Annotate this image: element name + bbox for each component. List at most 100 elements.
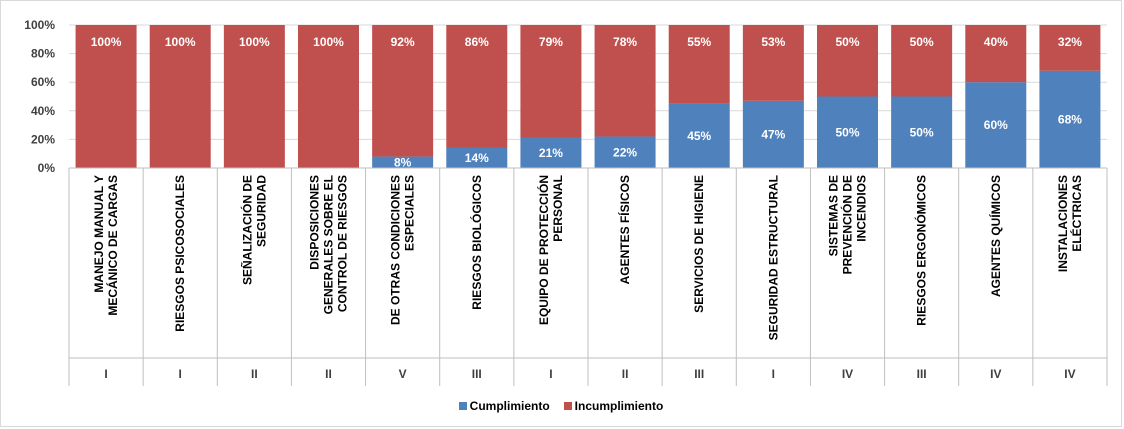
bar-incumplimiento — [594, 25, 656, 137]
bar-incumplimiento — [223, 25, 285, 168]
group-label: IV — [1064, 367, 1075, 381]
category-label-line: MECÁNICO DE CARGAS — [105, 175, 120, 316]
bar-cumplimiento — [965, 82, 1027, 168]
category-label-line: SEÑALIZACIÓN DE — [239, 175, 254, 285]
data-label-cumplimiento: 14% — [465, 151, 489, 165]
category-label-line: SISTEMAS DE — [827, 175, 841, 256]
group-label: IV — [990, 367, 1001, 381]
category-label: DE OTRAS CONDICIONESESPECIALES — [389, 175, 417, 325]
bar-cumplimiento — [372, 156, 434, 168]
legend-label-cumplimiento: Cumplimiento — [469, 399, 550, 413]
category-label-line: PREVENCIÓN DE — [840, 175, 855, 274]
legend-item-incumplimiento: Incumplimiento — [563, 399, 664, 413]
data-label-incumplimiento: 78% — [613, 35, 637, 49]
y-tick-label: 100% — [24, 18, 55, 32]
legend-label-incumplimiento: Incumplimiento — [574, 399, 664, 413]
data-label-cumplimiento: 22% — [613, 145, 637, 159]
data-label-cumplimiento: 45% — [687, 129, 711, 143]
data-label-incumplimiento: 32% — [1058, 35, 1082, 49]
bar-incumplimiento — [668, 25, 730, 104]
bar-cumplimiento — [742, 100, 804, 168]
data-label-cumplimiento: 8% — [394, 155, 412, 169]
category-label-line: INSTALACIONES — [1056, 175, 1070, 272]
data-label-cumplimiento: 47% — [761, 127, 785, 141]
bar-incumplimiento — [446, 25, 508, 148]
bar-incumplimiento — [75, 25, 137, 168]
group-label: III — [472, 367, 482, 381]
data-label-incumplimiento: 86% — [465, 35, 489, 49]
data-label-incumplimiento: 53% — [761, 35, 785, 49]
legend-swatch-cumplimiento — [458, 402, 467, 410]
legend: Cumplimiento Incumplimiento — [0, 399, 1122, 413]
category-label-line: RIESGOS BIOLÓGICOS — [469, 175, 484, 310]
data-label-cumplimiento: 21% — [539, 146, 563, 160]
data-label-cumplimiento: 50% — [910, 125, 934, 139]
category-label-line: MANEJO MANUAL Y — [92, 175, 106, 293]
bar-cumplimiento — [594, 136, 656, 168]
category-label: AGENTES FÍSICOS — [617, 175, 632, 284]
category-label-line: AGENTES QUÍMICOS — [988, 175, 1003, 297]
bar-cumplimiento — [817, 96, 878, 168]
category-label-line: ESPECIALES — [403, 175, 417, 251]
category-label: INSTALACIONESELÉCTRICAS — [1056, 175, 1084, 272]
bar-incumplimiento — [520, 25, 582, 138]
bar-incumplimiento — [372, 25, 434, 157]
category-label-line: ELÉCTRICAS — [1069, 175, 1084, 252]
category-label-line: RIESGOS PSICOSOCIALES — [173, 175, 187, 332]
data-label-incumplimiento: 92% — [391, 35, 415, 49]
category-label-line: PERSONAL — [551, 175, 565, 242]
data-label-cumplimiento: 60% — [984, 118, 1008, 132]
bar-incumplimiento — [1039, 25, 1101, 71]
group-label: II — [622, 367, 629, 381]
group-label: II — [325, 367, 332, 381]
group-label: I — [772, 367, 775, 381]
y-tick-label: 0% — [38, 161, 56, 175]
bar-incumplimiento — [965, 25, 1027, 83]
group-label: III — [694, 367, 704, 381]
data-label-incumplimiento: 100% — [313, 35, 344, 49]
bar-incumplimiento — [298, 25, 359, 168]
category-label: AGENTES QUÍMICOS — [988, 175, 1003, 297]
category-label: SERVICIOS DE HIGIENE — [692, 175, 706, 313]
group-label: I — [104, 367, 107, 381]
data-label-incumplimiento: 100% — [165, 35, 196, 49]
category-label: DISPOSICIONESGENERALES SOBRE ELCONTROL D… — [308, 175, 350, 314]
category-label-line: GENERALES SOBRE EL — [322, 175, 336, 314]
category-label: EQUIPO DE PROTECCIÓNPERSONAL — [536, 175, 565, 325]
data-label-incumplimiento: 100% — [239, 35, 270, 49]
bar-cumplimiento — [446, 147, 508, 168]
category-label: RIESGOS PSICOSOCIALES — [173, 175, 187, 332]
bar-incumplimiento — [149, 25, 211, 168]
group-label: II — [251, 367, 258, 381]
category-label: MANEJO MANUAL YMECÁNICO DE CARGAS — [92, 175, 120, 316]
y-tick-label: 20% — [31, 132, 55, 146]
legend-swatch-incumplimiento — [563, 402, 572, 410]
group-label: III — [917, 367, 927, 381]
category-label-line: EQUIPO DE PROTECCIÓN — [536, 175, 551, 325]
y-tick-label: 80% — [31, 47, 55, 61]
category-label: SISTEMAS DEPREVENCIÓN DEINCENDIOS — [827, 175, 869, 274]
category-label-line: DE OTRAS CONDICIONES — [389, 175, 403, 325]
category-label: RIESGOS ERGONÓMICOS — [914, 175, 929, 326]
data-label-incumplimiento: 50% — [835, 35, 859, 49]
group-label: V — [399, 367, 407, 381]
category-label: RIESGOS BIOLÓGICOS — [469, 175, 484, 310]
bar-incumplimiento — [817, 25, 878, 97]
category-label: SEÑALIZACIÓN DESEGURIDAD — [239, 175, 268, 285]
group-label: IV — [842, 367, 853, 381]
category-label-line: AGENTES FÍSICOS — [617, 175, 632, 284]
bar-incumplimiento — [742, 25, 804, 101]
category-label: SEGURIDAD ESTRUCTURAL — [766, 175, 780, 340]
category-label-line: SEGURIDAD ESTRUCTURAL — [766, 175, 780, 340]
data-label-incumplimiento: 79% — [539, 35, 563, 49]
group-label: I — [179, 367, 182, 381]
category-label-line: INCENDIOS — [855, 175, 869, 242]
data-label-cumplimiento: 50% — [835, 125, 859, 139]
data-label-incumplimiento: 55% — [687, 35, 711, 49]
group-label: I — [549, 367, 552, 381]
bar-cumplimiento — [520, 137, 582, 168]
category-label-line: SEGURIDAD — [254, 175, 268, 247]
y-tick-label: 40% — [31, 104, 55, 118]
legend-item-cumplimiento: Cumplimiento — [458, 399, 550, 413]
category-label-line: DISPOSICIONES — [308, 175, 322, 270]
